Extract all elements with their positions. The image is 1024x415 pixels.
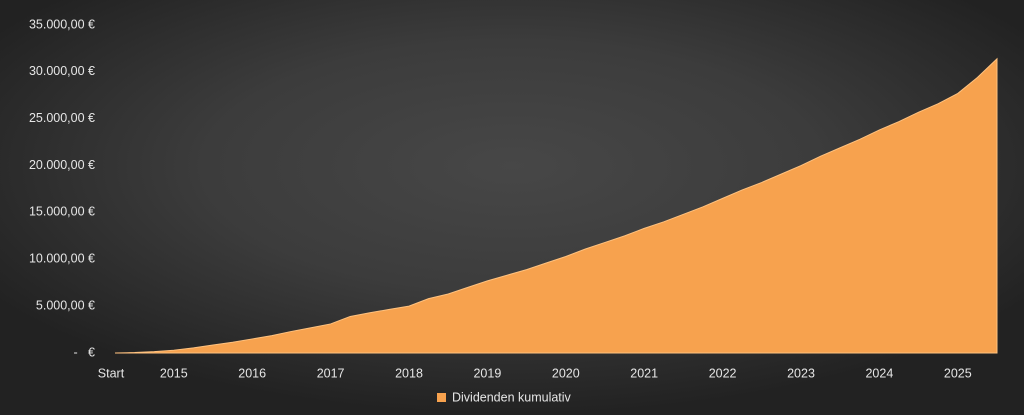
x-tick-label: 2024	[865, 366, 893, 380]
y-tick-label: 15.000,00 €	[29, 205, 95, 219]
y-tick-label: 25.000,00 €	[29, 111, 95, 125]
y-tick-label: 35.000,00 €	[29, 17, 95, 31]
legend-swatch	[437, 393, 446, 402]
x-tick-label: 2022	[709, 366, 737, 380]
x-tick-label: 2023	[787, 366, 815, 380]
x-tick-label: 2019	[473, 366, 501, 380]
x-tick-label: 2021	[630, 366, 658, 380]
x-tick-label: 2015	[160, 366, 188, 380]
y-tick-label: - €	[73, 345, 95, 359]
x-tick-label: Start	[98, 366, 125, 380]
x-tick-label: 2020	[552, 366, 580, 380]
legend-label: Dividenden kumulativ	[452, 390, 572, 404]
y-tick-label: 20.000,00 €	[29, 158, 95, 172]
y-tick-label: 5.000,00 €	[36, 298, 95, 312]
y-tick-label: 30.000,00 €	[29, 64, 95, 78]
x-tick-label: 2017	[317, 366, 345, 380]
x-tick-label: 2018	[395, 366, 423, 380]
x-tick-label: 2025	[944, 366, 972, 380]
area	[114, 57, 998, 354]
y-tick-label: 10.000,00 €	[29, 252, 95, 266]
x-tick-label: 2016	[238, 366, 266, 380]
